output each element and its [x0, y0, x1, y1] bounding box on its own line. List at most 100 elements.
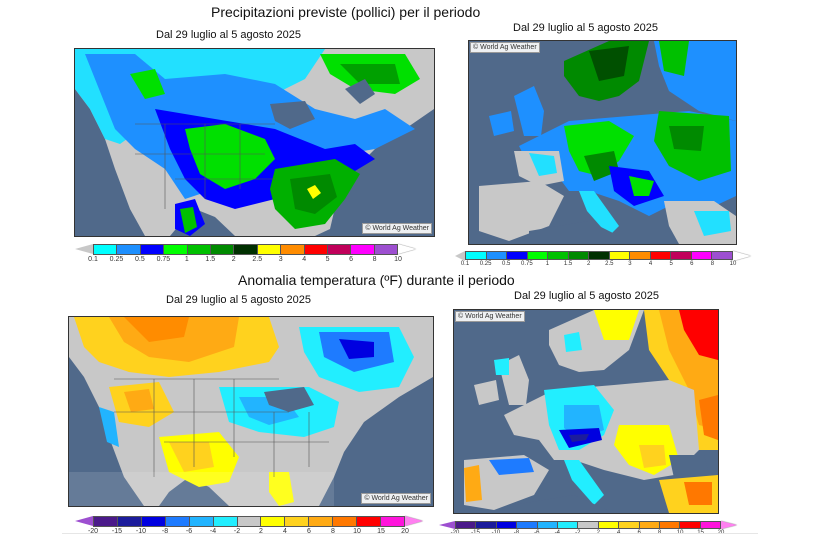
legend-swatch	[261, 517, 286, 526]
tick-label: 2	[587, 261, 591, 267]
temp-eu-map-graphic	[454, 310, 718, 513]
legend-swatch	[650, 252, 672, 259]
tick-label: 8	[710, 261, 715, 267]
tick-label: 0.5	[135, 256, 145, 263]
legend-swatch	[357, 517, 382, 526]
precip-na-ticks: 0.1 0.25 0.5 0.75 1 1.5 2 2.5 3 4 5 6 8 …	[88, 255, 402, 265]
tick-label: -8	[161, 528, 169, 535]
tick-label: 3	[628, 261, 632, 267]
legend-swatch	[700, 522, 721, 528]
legend-swatch	[187, 245, 211, 254]
legend-swatch	[141, 517, 166, 526]
tick-label: -6	[185, 528, 193, 535]
tick-label: 2	[231, 256, 236, 263]
legend-right-cap	[733, 251, 751, 261]
legend-swatch	[466, 252, 487, 259]
precip-na-subtitle: Dal 29 luglio al 5 agosto 2025	[156, 29, 301, 41]
legend-swatch	[476, 522, 497, 528]
legend-left-cap	[455, 251, 465, 261]
tick-label: 1.5	[563, 261, 573, 267]
precip-eu-color-bar	[465, 251, 733, 260]
legend-swatch	[304, 245, 328, 254]
legend-swatch	[237, 517, 262, 526]
legend-swatch	[381, 517, 404, 526]
precip-eu-legend: 0.1 0.25 0.5 0.75 1 1.5 2 2.5 3 4 5 6 8 …	[455, 251, 751, 270]
temp-na-legend: -20 -15 -10 -8 -6 -4 -2 2 4 6 8 10 15 20	[75, 516, 423, 537]
temp-map-europe: © World Ag Weather	[453, 309, 719, 514]
tick-label: 0.25	[109, 256, 124, 263]
legend-left-cap	[75, 244, 93, 254]
legend-swatch	[333, 517, 358, 526]
legend-right-cap	[398, 244, 416, 254]
temp-na-ticks: -20 -15 -10 -8 -6 -4 -2 2 4 6 8 10 15 20	[88, 527, 409, 537]
temp-na-color-bar	[93, 516, 405, 527]
precip-map-europe: © World Ag Weather	[468, 40, 737, 245]
tick-label: 10	[729, 261, 737, 267]
legend-swatch	[486, 252, 508, 259]
temp-na-credit: © World Ag Weather	[361, 493, 431, 504]
legend-swatch	[517, 522, 538, 528]
tick-label: 4	[302, 256, 307, 263]
tick-label: 8	[331, 528, 335, 535]
legend-swatch	[598, 522, 620, 528]
tick-label: 0.75	[156, 256, 171, 263]
legend-swatch	[671, 252, 692, 259]
legend-swatch	[165, 517, 190, 526]
legend-swatch	[537, 522, 558, 528]
tick-label: -15	[111, 528, 123, 535]
temp-map-north-america: © World Ag Weather	[68, 316, 434, 507]
tick-label: -10	[135, 528, 147, 535]
tick-label: 0.1	[460, 261, 470, 267]
precip-na-legend: 0.1 0.25 0.5 0.75 1 1.5 2 2.5 3 4 5 6 8 …	[75, 244, 416, 265]
legend-left-cap	[439, 521, 455, 529]
legend-swatch	[234, 245, 258, 254]
legend-swatch	[94, 517, 118, 526]
legend-swatch	[680, 522, 701, 528]
tick-label: 4	[648, 261, 653, 267]
legend-swatch	[496, 522, 518, 528]
legend-swatch	[281, 245, 305, 254]
legend-swatch	[456, 522, 477, 528]
tick-label: 1	[184, 256, 189, 263]
temp-eu-legend: -20 -15 -10 -8 -6 -4 -2 2 4 6 8 10 15 20	[439, 521, 737, 539]
tick-label: 6	[349, 256, 354, 263]
legend-swatch	[351, 245, 375, 254]
tick-label: 1	[545, 261, 550, 267]
temp-section-title: Anomalia temperatura (ºF) durante il per…	[238, 272, 515, 288]
legend-swatch	[213, 517, 238, 526]
precip-eu-subtitle: Dal 29 luglio al 5 agosto 2025	[513, 22, 658, 34]
tick-label: 2.5	[252, 256, 263, 263]
tick-label: 0.5	[502, 261, 511, 267]
bottom-divider	[62, 533, 758, 534]
legend-swatch	[548, 252, 569, 259]
precip-na-color-bar	[93, 244, 398, 255]
legend-swatch	[164, 245, 188, 254]
tick-label: 10	[353, 528, 361, 535]
tick-label: 15	[377, 528, 385, 535]
legend-swatch	[374, 245, 398, 254]
tick-label: 8	[372, 256, 377, 263]
legend-swatch	[712, 252, 732, 259]
tick-label: 4	[283, 528, 287, 535]
precip-eu-map-graphic	[469, 41, 736, 244]
legend-swatch	[609, 252, 631, 259]
legend-right-cap	[405, 516, 423, 526]
legend-swatch	[140, 245, 165, 254]
precip-na-map-graphic	[75, 49, 434, 236]
legend-swatch	[557, 522, 579, 528]
legend-left-cap	[75, 516, 93, 526]
tick-label: 5	[669, 261, 673, 267]
legend-swatch	[507, 252, 528, 259]
tick-label: 0.25	[479, 261, 492, 267]
legend-swatch	[630, 252, 651, 259]
legend-swatch	[257, 245, 282, 254]
precip-eu-credit: © World Ag Weather	[470, 42, 540, 53]
legend-swatch	[589, 252, 610, 259]
legend-swatch	[94, 245, 118, 254]
tick-label: 6	[690, 261, 694, 267]
tick-label: -20	[87, 528, 99, 535]
tick-label: 3	[278, 256, 283, 263]
legend-swatch	[639, 522, 660, 528]
temp-na-subtitle: Dal 29 luglio al 5 agosto 2025	[166, 294, 311, 306]
tick-label: 5	[325, 256, 330, 263]
